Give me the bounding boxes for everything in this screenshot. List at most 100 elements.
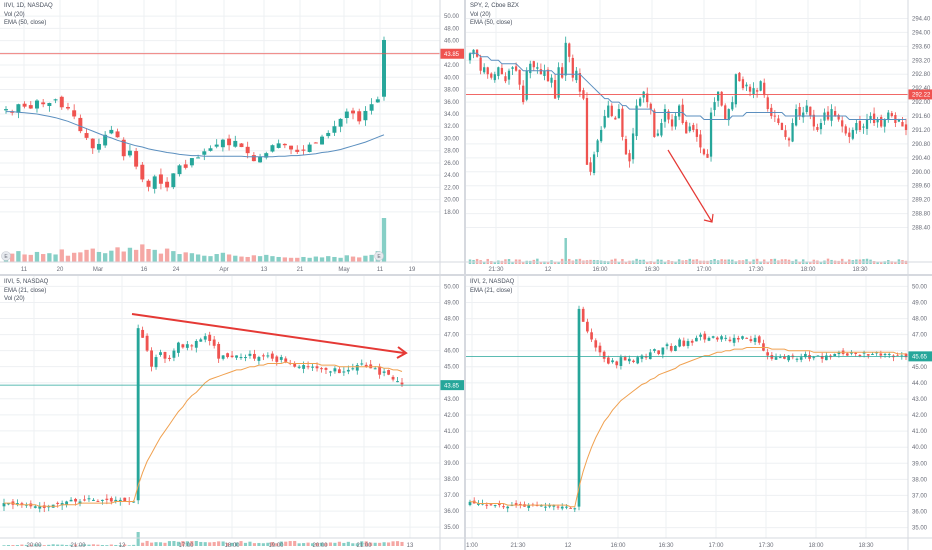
- candle-body: [208, 334, 212, 341]
- pane-divider-horizontal[interactable]: [0, 274, 932, 276]
- candle-body: [100, 499, 104, 501]
- candle-body: [65, 501, 69, 505]
- candle-body: [670, 119, 674, 127]
- candle-body: [557, 67, 560, 98]
- legend-volume[interactable]: Vol (20): [4, 11, 25, 18]
- candle-body: [653, 349, 656, 351]
- volume-bar: [568, 258, 571, 264]
- volume-bar: [171, 251, 176, 262]
- volume-bar: [890, 261, 894, 264]
- chart-panel-top-left[interactable]: 43.85 50.00 48.00 46.00 42.00 40.00 38.00 36.00…: [0, 0, 464, 274]
- candle-body: [617, 109, 621, 119]
- candle-body: [4, 109, 8, 111]
- volume-bar: [114, 545, 118, 546]
- candle-body: [72, 110, 77, 117]
- legend-ema[interactable]: EMA (21, close): [470, 287, 513, 294]
- volume-bar: [91, 544, 96, 546]
- candle-body: [883, 119, 886, 127]
- price-axis-label: 36.00: [912, 509, 928, 515]
- candle-body: [22, 103, 27, 107]
- legend-ema[interactable]: EMA (50, close): [470, 20, 513, 26]
- candle-body: [500, 67, 504, 75]
- chart-canvas[interactable]: 43.85 50.00 49.00 48.00 47.00 46.00 45.00 43.00…: [0, 276, 464, 550]
- time-axis-label: 18:30: [852, 267, 868, 273]
- volume-bar: [202, 255, 207, 262]
- candle-body: [472, 49, 475, 55]
- candle-body: [812, 357, 816, 359]
- candle-body: [627, 358, 631, 362]
- candle-body: [136, 328, 140, 501]
- candle-body: [880, 116, 883, 127]
- candle-body: [632, 360, 635, 362]
- candle-body: [816, 127, 819, 130]
- legend-symbol[interactable]: IIVI, 2, NASDAQ: [470, 279, 515, 285]
- time-axis-label: Apr: [219, 267, 228, 273]
- volume-bar: [307, 257, 312, 262]
- candle-body: [855, 123, 858, 131]
- volume-bar: [369, 542, 373, 546]
- candle-body: [674, 345, 677, 352]
- candle-body: [548, 505, 551, 507]
- volume-bar: [42, 545, 46, 546]
- candle-body: [279, 357, 283, 360]
- candle-body: [96, 500, 100, 502]
- legend-symbol[interactable]: SPY, 2, Cboe BZX: [470, 3, 519, 9]
- chart-panel-bottom-right[interactable]: 45.65 50.00 49.00 48.00 47.00 45.00 44.00 43.00…: [466, 276, 932, 550]
- candle-body: [134, 151, 139, 167]
- legend-volume[interactable]: Vol (20): [470, 11, 491, 18]
- volume-bar: [333, 542, 337, 546]
- volume-bar: [100, 544, 104, 546]
- volume-bar: [564, 238, 567, 264]
- candle-body: [850, 352, 853, 354]
- candle-body: [897, 119, 901, 122]
- candle-body: [140, 164, 145, 180]
- candle-body: [787, 355, 790, 361]
- candle-body: [875, 352, 878, 354]
- candle-body: [7, 503, 10, 505]
- legend-symbol[interactable]: IIVI, 1D, NASDAQ: [4, 3, 53, 9]
- price-axis-label: 288.80: [912, 212, 931, 218]
- candle-body: [387, 370, 391, 375]
- volume-bar: [351, 543, 355, 546]
- candle-body: [866, 354, 870, 356]
- price-label-badge: [908, 89, 932, 100]
- volume-bar: [490, 261, 493, 264]
- legend-ema[interactable]: EMA (21, close): [4, 287, 47, 294]
- candle-body: [158, 174, 163, 184]
- chart-canvas[interactable]: 45.65 50.00 49.00 48.00 47.00 45.00 44.00 43.00…: [466, 276, 932, 550]
- chart-canvas[interactable]: 43.85 50.00 48.00 46.00 42.00 40.00 38.00 36.00…: [0, 0, 464, 274]
- candle-body: [190, 345, 194, 347]
- time-axis-label: 11: [377, 267, 384, 273]
- volume-bar: [121, 251, 126, 262]
- candle-body: [490, 73, 493, 78]
- candle-body: [682, 340, 686, 346]
- candle-body: [699, 334, 702, 337]
- candle-body: [787, 138, 791, 141]
- volume-bar: [245, 256, 250, 262]
- candle-body: [35, 100, 39, 109]
- volume-bar: [883, 261, 886, 264]
- candle-body: [53, 99, 58, 101]
- price-axis-label: 42.00: [444, 413, 460, 419]
- candle-body: [660, 123, 663, 136]
- volume-bar: [90, 248, 95, 262]
- volume-bar: [65, 255, 71, 262]
- candle-body: [825, 355, 828, 361]
- legend-ema[interactable]: EMA (50, close): [4, 20, 47, 26]
- candle-body: [396, 381, 399, 383]
- chart-canvas[interactable]: 292.22 294.40 294.00 293.60 293.20 292.80 292.…: [466, 0, 932, 274]
- legend-volume[interactable]: Vol (20): [4, 296, 25, 302]
- candle-body: [665, 344, 669, 347]
- candle-body: [536, 67, 539, 69]
- volume-bar: [133, 249, 139, 262]
- chart-panel-top-right[interactable]: 292.22 294.40 294.00 293.60 293.20 292.80 292.…: [466, 0, 932, 274]
- legend-symbol[interactable]: IIVI, 5, NASDAQ: [4, 279, 49, 285]
- candle-body: [544, 506, 547, 508]
- price-axis-label: 289.60: [912, 184, 931, 190]
- volume-bar: [233, 255, 238, 262]
- candle-body: [656, 133, 660, 136]
- volume-bar: [136, 532, 140, 546]
- time-axis-label: 16:00: [592, 267, 608, 273]
- candle-body: [320, 136, 325, 145]
- chart-panel-bottom-left[interactable]: 43.85 50.00 49.00 48.00 47.00 46.00 45.00 43.00…: [0, 276, 464, 550]
